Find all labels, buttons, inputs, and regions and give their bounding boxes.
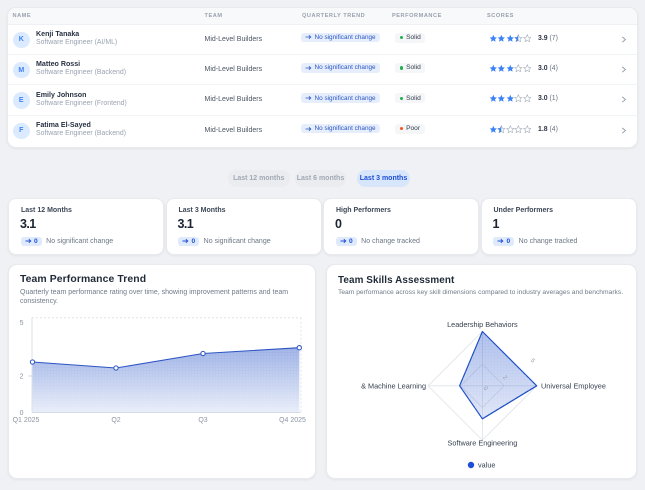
svg-text:5: 5: [20, 320, 24, 327]
svg-text:Q4 2025: Q4 2025: [279, 416, 306, 423]
svg-text:Software Engineering: Software Engineering: [448, 438, 518, 447]
svg-text:Q1 2025: Q1 2025: [13, 416, 40, 423]
svg-text:& Machine Learning: & Machine Learning: [361, 381, 426, 390]
svg-text:2: 2: [501, 374, 508, 381]
svg-text:Q2: Q2: [111, 416, 120, 423]
svg-text:value: value: [478, 460, 495, 469]
svg-text:0: 0: [482, 385, 489, 392]
svg-text:2: 2: [20, 373, 24, 380]
svg-text:Q3: Q3: [198, 416, 207, 423]
svg-text:5: 5: [529, 357, 536, 364]
svg-text:Leadership Behaviors: Leadership Behaviors: [447, 320, 518, 329]
svg-text:Universal Employee: Universal Employee: [541, 381, 606, 390]
svg-text:0: 0: [20, 410, 24, 417]
